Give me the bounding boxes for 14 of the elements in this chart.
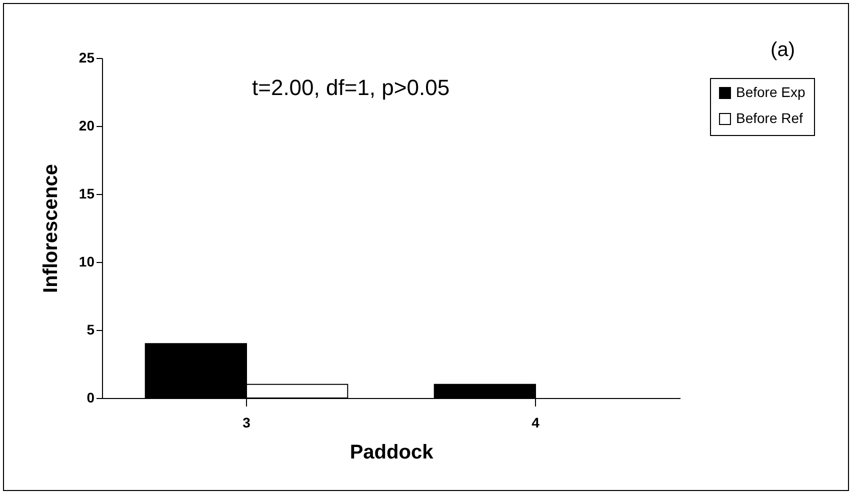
text: (a) (770, 39, 795, 61)
x-axis-title: Paddock (350, 442, 434, 464)
legend-label: Before Exp (736, 84, 806, 100)
x-tick-label: 3 (242, 414, 251, 430)
x-tick-label: 4 (532, 414, 540, 430)
y-tick-label: 10 (78, 254, 95, 270)
y-tick-label: 0 (86, 390, 95, 406)
y-tick-label: 25 (78, 50, 95, 66)
legend-label: Before Ref (736, 110, 804, 126)
y-axis-title: Inflorescence (40, 164, 62, 293)
y-tick-label: 15 (78, 186, 95, 202)
annotation: t=2.00, df=1, p>0.05 (252, 75, 450, 100)
y-tick-label: 5 (86, 322, 95, 338)
y-tick-label: 20 (78, 118, 95, 134)
